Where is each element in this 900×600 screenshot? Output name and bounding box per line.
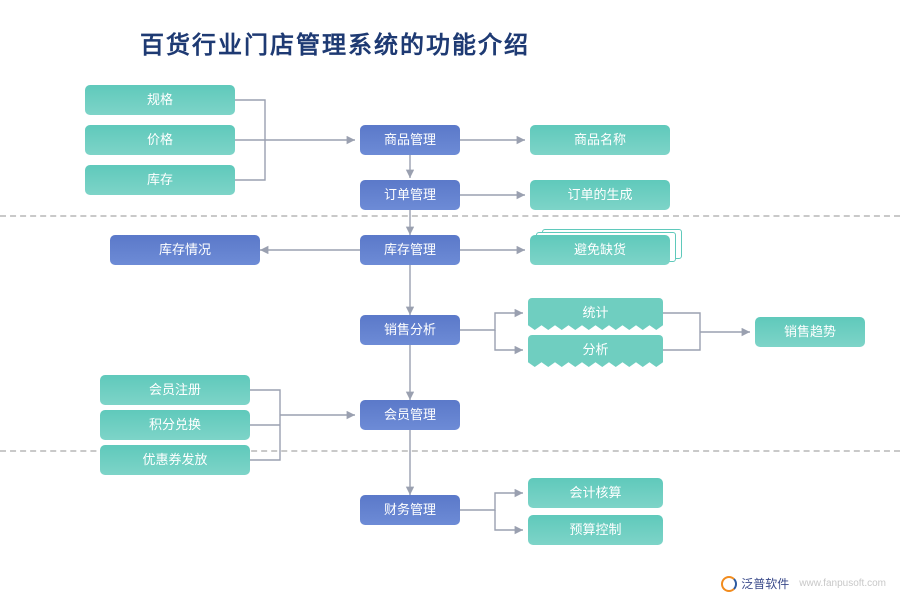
dashed-line-1 [0, 215, 900, 217]
node-product-mgmt: 商品管理 [360, 125, 460, 155]
node-stock-status: 库存情况 [110, 235, 260, 265]
watermark-url: www.fanpusoft.com [799, 578, 886, 589]
node-member-mgmt: 会员管理 [360, 400, 460, 430]
node-budget-ctrl: 预算控制 [528, 515, 663, 545]
page-title: 百货行业门店管理系统的功能介绍 [140, 25, 530, 60]
node-price: 价格 [85, 125, 235, 155]
node-finance-mgmt: 财务管理 [360, 495, 460, 525]
node-stock-mgmt: 库存管理 [360, 235, 460, 265]
node-analysis: 分析 [528, 335, 663, 367]
node-sales-trend: 销售趋势 [755, 317, 865, 347]
node-points-redeem: 积分兑换 [100, 410, 250, 440]
node-stock: 库存 [85, 165, 235, 195]
node-sales-analysis: 销售分析 [360, 315, 460, 345]
node-avoid-oos: 避免缺货 [530, 235, 670, 265]
node-accounting: 会计核算 [528, 478, 663, 508]
logo-icon [721, 576, 737, 592]
watermark-brand: 泛普软件 [741, 575, 789, 592]
watermark: 泛普软件 www.fanpusoft.com [721, 575, 886, 592]
node-member-reg: 会员注册 [100, 375, 250, 405]
node-coupon-issue: 优惠券发放 [100, 445, 250, 475]
node-order-gen: 订单的生成 [530, 180, 670, 210]
node-stats: 统计 [528, 298, 663, 330]
node-spec: 规格 [85, 85, 235, 115]
node-product-name: 商品名称 [530, 125, 670, 155]
node-order-mgmt: 订单管理 [360, 180, 460, 210]
